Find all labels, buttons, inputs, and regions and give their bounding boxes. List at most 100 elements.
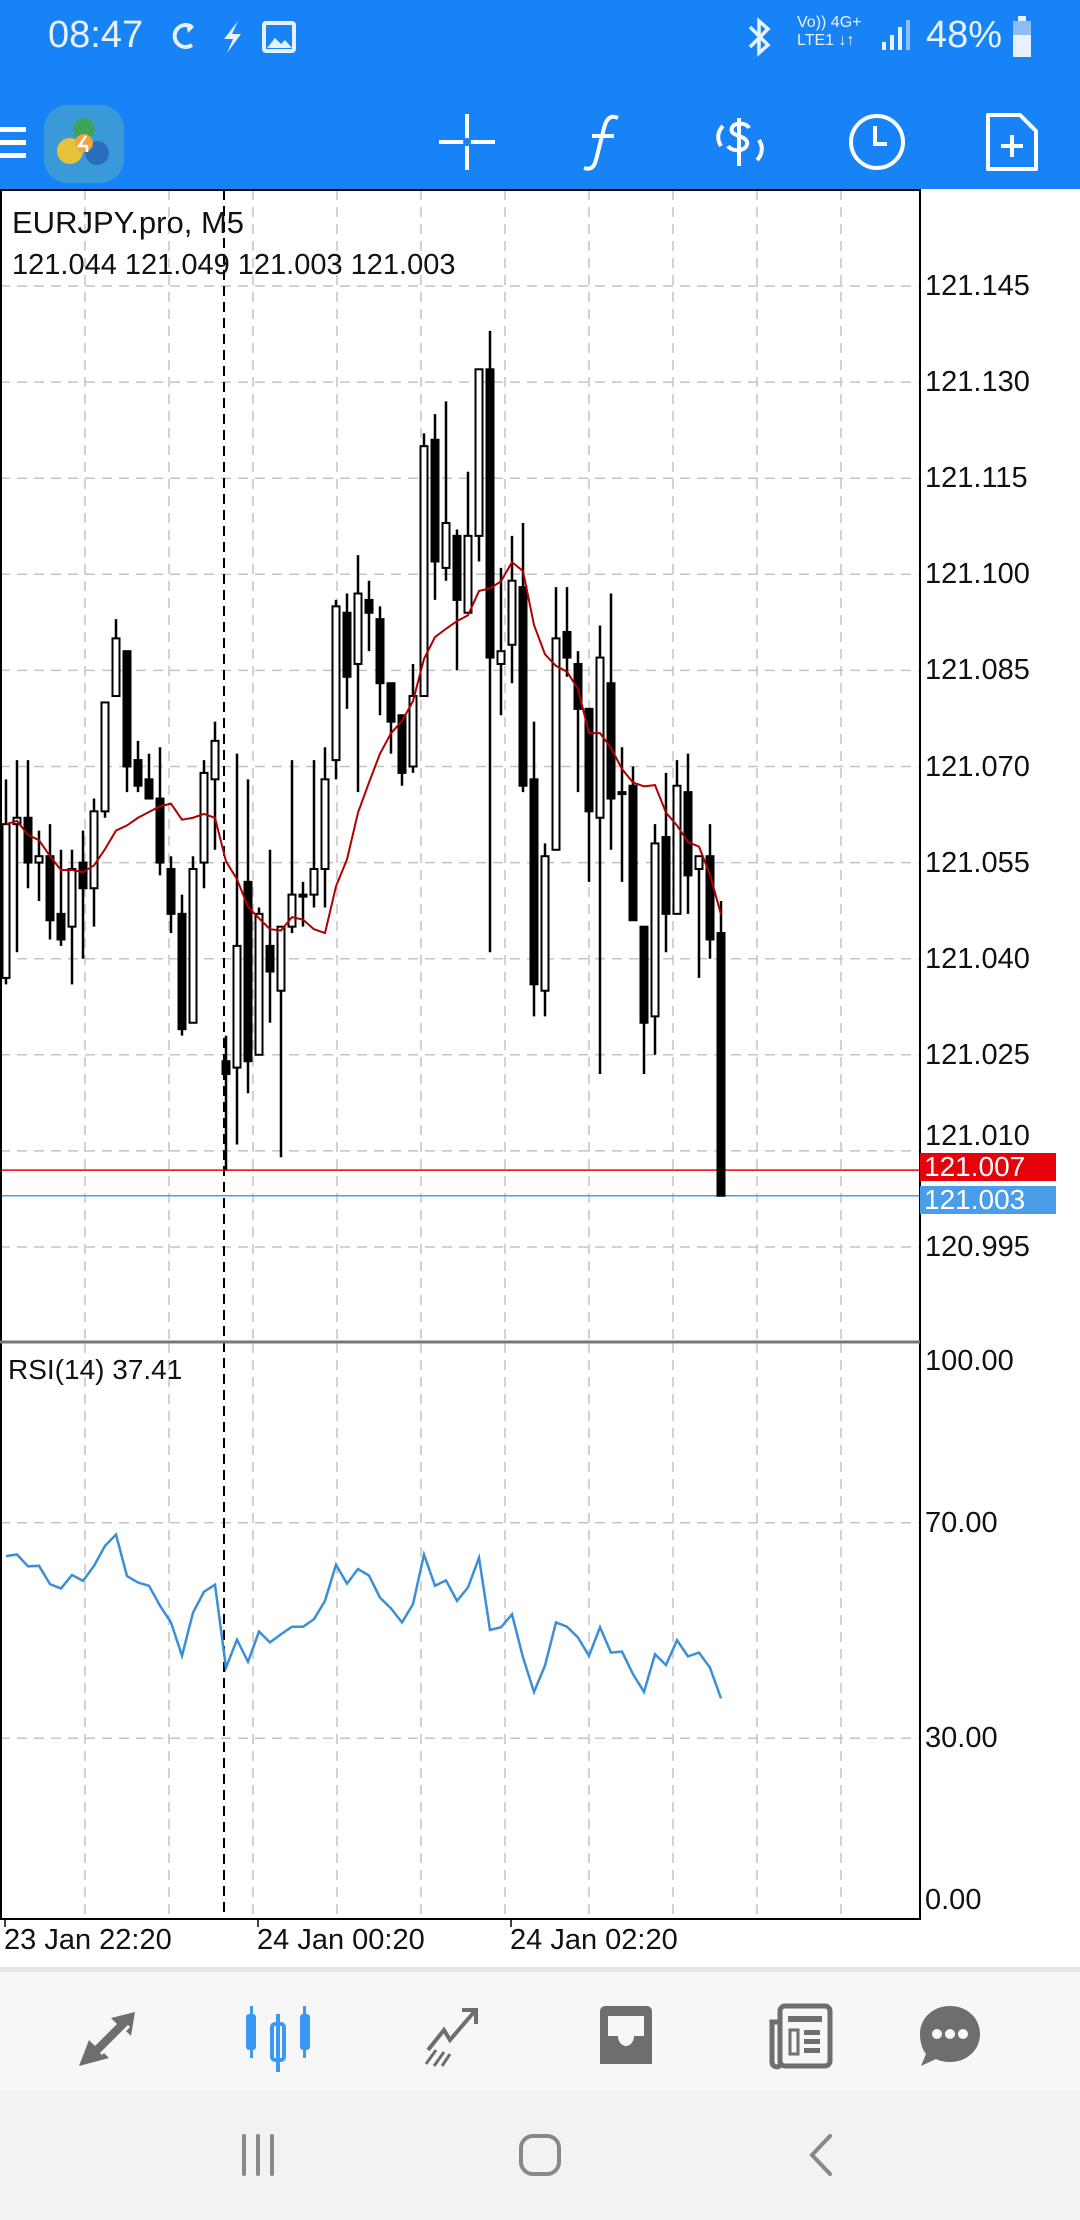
candle	[562, 587, 572, 677]
bear-candle-body	[144, 778, 154, 800]
price-label: 121.055	[925, 846, 1030, 879]
bear-candle-body	[155, 797, 165, 864]
candle	[716, 901, 726, 1197]
rsi-title: RSI(14) 37.41	[8, 1354, 183, 1385]
nav-news[interactable]	[756, 1992, 846, 2082]
bear-candle-body	[485, 368, 495, 659]
bear-candle-body	[342, 611, 352, 678]
network-indicator: Vo)) 4G+ LTE1 ↓↑	[797, 14, 861, 50]
ask-price-tag: 121.003	[920, 1185, 1056, 1214]
price-label: 121.040	[925, 942, 1030, 975]
candle	[45, 824, 55, 940]
candle	[276, 925, 286, 1158]
menu-icon[interactable]	[0, 125, 28, 161]
candle	[1, 779, 11, 985]
candle	[133, 740, 143, 793]
timeframe-clock-icon	[849, 114, 905, 170]
bull-candle-body	[232, 944, 242, 1069]
back-icon[interactable]	[806, 2134, 836, 2176]
bull-candle-body	[1, 823, 11, 979]
candle	[628, 766, 638, 922]
candle	[331, 599, 341, 780]
candle	[518, 523, 528, 793]
metatrader-logo[interactable]	[42, 103, 126, 185]
battery-icon	[1013, 16, 1031, 57]
candle	[23, 760, 33, 889]
new-order-button[interactable]	[972, 95, 1052, 189]
bear-candle-body	[716, 932, 726, 1197]
bear-candle-body	[397, 714, 407, 774]
candle	[122, 650, 132, 793]
candle	[155, 747, 165, 876]
bluetooth-icon	[748, 17, 771, 57]
price-label: 121.025	[925, 1038, 1030, 1071]
home-icon[interactable]	[518, 2133, 564, 2179]
candle	[243, 779, 253, 1094]
bear-candle-body	[573, 662, 583, 710]
nav-chart[interactable]	[234, 1992, 324, 2082]
bull-candle-body	[34, 855, 44, 864]
timeframe-button[interactable]	[837, 95, 917, 189]
nav-trade[interactable]	[408, 1992, 498, 2082]
toolbar	[0, 95, 1080, 189]
candle	[386, 682, 396, 754]
candle	[342, 593, 352, 709]
bear-candle-body	[529, 778, 539, 986]
candle	[375, 606, 385, 716]
candle	[441, 401, 451, 581]
rsi-label: 30.00	[925, 1722, 998, 1755]
chart-border	[0, 189, 921, 1920]
bear-candle-body	[452, 534, 462, 601]
crosshair-button[interactable]	[427, 95, 507, 189]
chart-canvas[interactable]	[0, 189, 1080, 1969]
indicators-button[interactable]	[563, 95, 643, 189]
candle	[529, 721, 539, 1017]
candle	[144, 753, 154, 800]
time-label: 23 Jan 22:20	[4, 1924, 172, 1956]
bear-candle-body	[430, 438, 440, 563]
candle	[639, 925, 649, 1075]
candle	[474, 368, 484, 562]
candle	[221, 1035, 231, 1171]
candle	[309, 760, 319, 908]
candle	[397, 714, 407, 786]
price-label: 121.130	[925, 366, 1030, 399]
status-icons-left	[172, 21, 296, 53]
rsi-label: 70.00	[925, 1506, 998, 1539]
nav-chat[interactable]	[905, 1992, 995, 2082]
candle	[177, 894, 187, 1036]
candle	[507, 535, 517, 684]
chat-icon	[920, 2006, 980, 2066]
flash-icon	[224, 21, 241, 53]
nav-history[interactable]	[582, 1992, 672, 2082]
candle	[595, 625, 605, 1075]
trade-button[interactable]	[700, 95, 780, 189]
trade-icon	[424, 2008, 478, 2067]
bull-candle-body	[408, 695, 418, 768]
price-label: 121.100	[925, 558, 1030, 591]
candle	[485, 330, 495, 953]
candle	[188, 856, 198, 1024]
sync-icon	[172, 23, 194, 49]
nav-quotes[interactable]	[61, 1992, 151, 2082]
bull-candle-body	[353, 592, 363, 665]
candle	[100, 701, 110, 818]
rsi-line	[5, 1532, 723, 1699]
bull-candle-body	[276, 925, 286, 992]
chart-grid	[0, 190, 920, 1919]
bull-candle-body	[199, 771, 209, 864]
bull-candle-body	[540, 855, 550, 992]
price-label: 121.115	[925, 462, 1028, 495]
candle	[265, 849, 275, 1023]
candle	[463, 471, 473, 614]
candle	[111, 619, 121, 698]
rsi-label: 100.00	[925, 1345, 1014, 1377]
bear-candle-body	[584, 707, 594, 813]
candle	[56, 849, 66, 946]
ohlc-values: 121.044 121.049 121.003 121.003	[12, 249, 456, 281]
bull-candle-body	[89, 810, 99, 890]
recents-icon[interactable]	[240, 2134, 280, 2176]
bear-candle-body	[606, 682, 616, 800]
price-label: 121.085	[925, 654, 1030, 687]
moving-average-line	[5, 560, 722, 935]
